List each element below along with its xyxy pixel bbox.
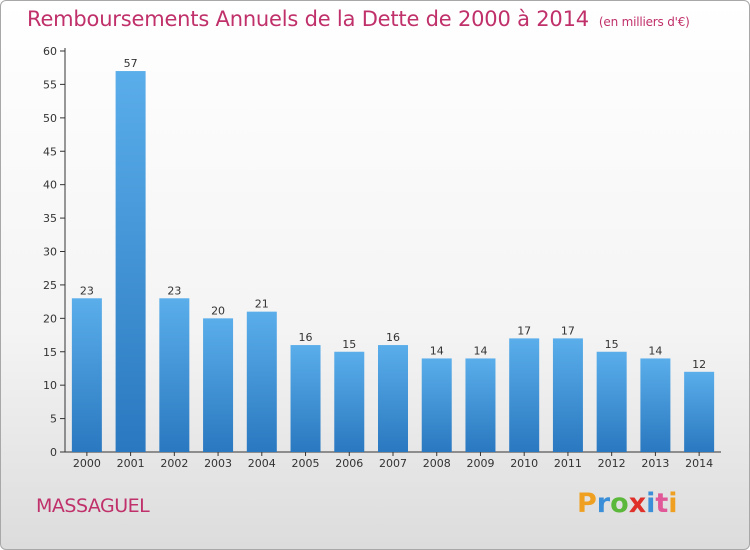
x-tick-label: 2000 — [73, 457, 101, 470]
x-tick-label: 2007 — [379, 457, 407, 470]
x-tick-label: 2002 — [160, 457, 188, 470]
chart-subtitle: (en milliers d'€) — [598, 15, 690, 29]
bar — [465, 358, 496, 452]
bar-value-label: 15 — [605, 338, 619, 351]
y-tick-label: 20 — [43, 312, 57, 325]
bar — [552, 338, 583, 452]
bar — [421, 358, 452, 452]
bar-value-label: 15 — [342, 338, 356, 351]
y-tick-label: 50 — [43, 112, 57, 125]
bar-value-label: 21 — [255, 298, 269, 311]
bar — [71, 298, 102, 452]
x-tick-label: 2008 — [423, 457, 451, 470]
bar — [640, 358, 671, 452]
y-tick-label: 55 — [43, 78, 57, 91]
bar — [246, 311, 277, 452]
bar — [509, 338, 540, 452]
bar-value-label: 14 — [430, 344, 444, 357]
bar-value-label: 14 — [473, 344, 487, 357]
bar — [378, 345, 408, 452]
x-tick-label: 2006 — [335, 457, 363, 470]
y-tick-label: 0 — [50, 446, 57, 459]
logo-letter: i — [646, 488, 656, 519]
y-tick-label: 25 — [43, 279, 57, 292]
x-tick-label: 2012 — [598, 457, 626, 470]
commune-name: MASSAGUEL — [36, 495, 150, 517]
y-tick-label: 15 — [43, 346, 57, 359]
bar-value-label: 14 — [648, 344, 662, 357]
logo-letter: o — [610, 488, 629, 519]
y-tick-label: 40 — [43, 179, 57, 192]
y-tick-label: 30 — [43, 246, 57, 259]
bar-value-label: 23 — [167, 284, 181, 297]
logo-letter: r — [596, 488, 611, 519]
chart-title: Remboursements Annuels de la Dette de 20… — [27, 7, 690, 31]
x-tick-label: 2014 — [685, 457, 713, 470]
bar — [290, 345, 321, 452]
logo-letter: t — [655, 488, 669, 519]
bar — [159, 298, 190, 452]
bar-value-label: 23 — [80, 284, 94, 297]
x-tick-label: 2009 — [466, 457, 494, 470]
bar — [334, 351, 365, 452]
x-tick-label: 2005 — [292, 457, 320, 470]
bar — [596, 351, 627, 452]
chart-title-text: Remboursements Annuels de la Dette de 20… — [27, 7, 589, 31]
bar — [203, 318, 234, 452]
logo-letter: x — [628, 488, 647, 519]
x-tick-label: 2001 — [117, 457, 145, 470]
logo-letter: P — [577, 488, 597, 519]
y-tick-label: 35 — [43, 212, 57, 225]
proxiti-logo: Proxiti — [577, 488, 678, 519]
y-tick-label: 10 — [43, 379, 57, 392]
bar-value-label: 17 — [561, 324, 575, 337]
y-tick-label: 60 — [43, 45, 57, 58]
bar — [115, 71, 146, 453]
x-tick-label: 2013 — [641, 457, 669, 470]
bar-value-label: 57 — [124, 57, 138, 70]
x-tick-label: 2004 — [248, 457, 276, 470]
y-tick-label: 5 — [50, 413, 57, 426]
x-tick-label: 2003 — [204, 457, 232, 470]
logo-letter: i — [668, 488, 678, 519]
x-tick-label: 2011 — [554, 457, 582, 470]
x-tick-label: 2010 — [510, 457, 538, 470]
bar-value-label: 17 — [517, 324, 531, 337]
bar-value-label: 20 — [211, 304, 225, 317]
y-tick-label: 45 — [43, 145, 57, 158]
bar-value-label: 16 — [386, 331, 400, 344]
bar-value-label: 12 — [692, 358, 706, 371]
bar-value-label: 16 — [299, 331, 313, 344]
bar — [684, 371, 715, 452]
